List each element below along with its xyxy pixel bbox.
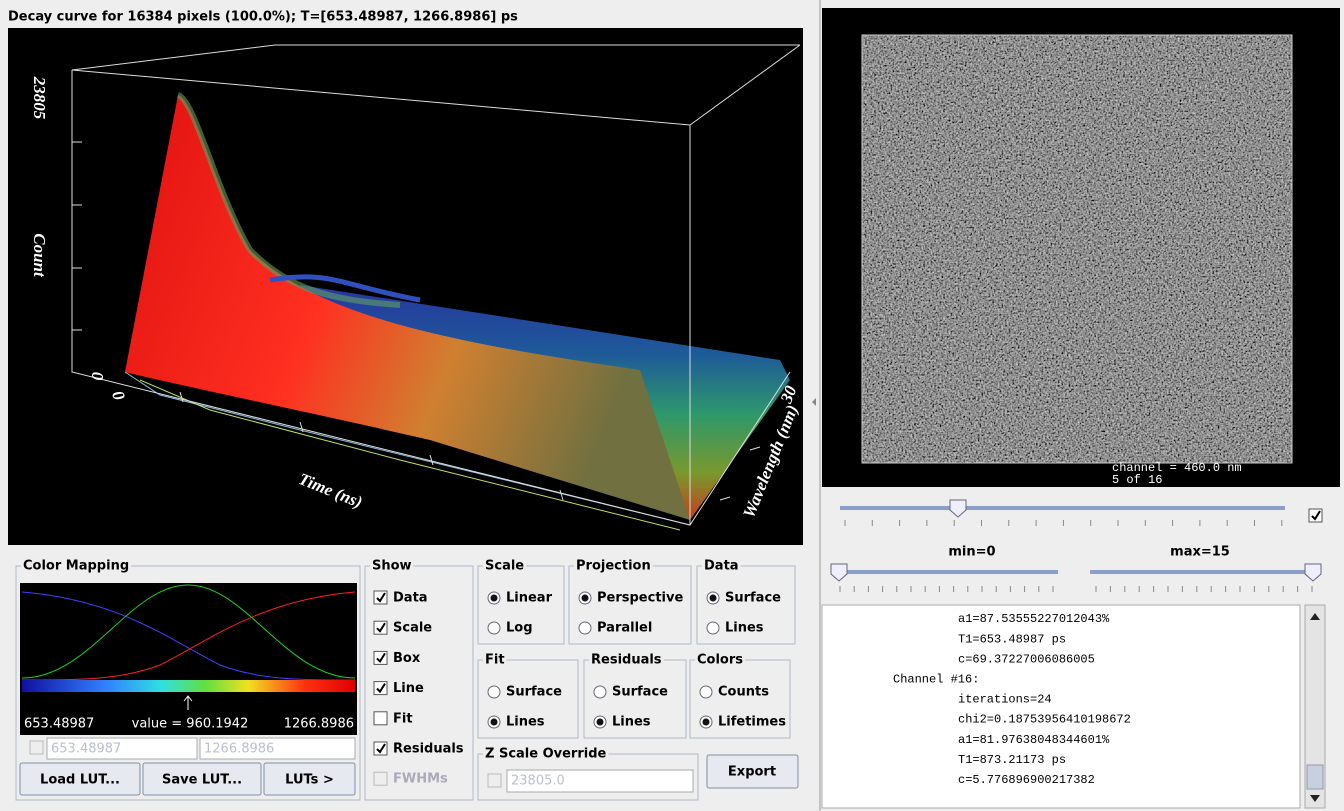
radio-dot <box>582 595 589 602</box>
group-title: Colors <box>697 653 743 668</box>
lut-color-bar <box>22 680 355 692</box>
show-option-label[interactable]: Box <box>393 651 421 666</box>
image-caption: 5 of 16 <box>1112 473 1162 487</box>
checkbox[interactable] <box>374 772 387 785</box>
show-option-label[interactable]: Data <box>393 591 428 606</box>
radio-label[interactable]: Surface <box>506 685 562 700</box>
max-label: max=15 <box>1170 545 1230 560</box>
radio-label[interactable]: Lines <box>612 715 651 730</box>
radio-dot <box>597 719 604 726</box>
log-line: a1=87.53555227012043% <box>958 612 1110 626</box>
show-option-label[interactable]: Fit <box>393 711 413 726</box>
radio-label[interactable]: Linear <box>506 591 553 606</box>
app-window: Decay curve for 16384 pixels (100.0%); T… <box>0 0 1344 811</box>
lut-min: 653.48987 <box>24 717 94 732</box>
log-line: Channel #16: <box>893 672 979 686</box>
z-scale-field-text: 23805.0 <box>511 774 565 789</box>
radio-label[interactable]: Counts <box>718 685 769 700</box>
lut-max: 1266.8986 <box>284 717 354 732</box>
lut-min-field-text: 653.48987 <box>51 742 121 757</box>
lut-value: value = 960.1942 <box>132 717 249 732</box>
lut-button-label[interactable]: Load LUT... <box>40 773 120 788</box>
radio-button[interactable] <box>488 686 500 698</box>
group-title: Scale <box>485 559 524 574</box>
group-title: Data <box>704 559 739 574</box>
radio-label[interactable]: Lines <box>506 715 545 730</box>
plot-title: Decay curve for 16384 pixels (100.0%); T… <box>8 10 518 25</box>
log-line: iterations=24 <box>958 693 1052 707</box>
radio-label[interactable]: Parallel <box>597 621 652 636</box>
min-label: min=0 <box>948 545 995 560</box>
radio-label[interactable]: Surface <box>725 591 781 606</box>
export-button-label[interactable]: Export <box>728 765 776 780</box>
radio-label[interactable]: Lifetimes <box>718 715 786 730</box>
log-line: c=5.776896900217382 <box>958 773 1095 787</box>
count-max-label: 23805 <box>30 76 49 120</box>
radio-dot <box>491 719 498 726</box>
group-title: Color Mapping <box>23 559 129 574</box>
group-title: Z Scale Override <box>485 747 607 762</box>
lut-canvas <box>20 583 357 735</box>
show-option-label[interactable]: Residuals <box>393 742 464 757</box>
log-line: chi2=0.18753956410198672 <box>958 713 1131 727</box>
lut-button-label[interactable]: Save LUT... <box>162 773 242 788</box>
group-title: Show <box>372 559 412 574</box>
checkbox[interactable] <box>488 774 501 787</box>
checkbox[interactable] <box>374 712 387 725</box>
group-title: Projection <box>576 559 651 574</box>
radio-button[interactable] <box>594 686 606 698</box>
radio-label[interactable]: Perspective <box>597 591 683 606</box>
radio-button[interactable] <box>707 622 719 634</box>
scroll-thumb[interactable] <box>1307 765 1323 789</box>
lut-button-label[interactable]: LUTs > <box>285 773 334 788</box>
group-title: Fit <box>485 653 505 668</box>
radio-button[interactable] <box>700 686 712 698</box>
show-option-label[interactable]: FWHMs <box>393 772 448 787</box>
radio-label[interactable]: Lines <box>725 621 764 636</box>
log-line: a1=81.97638048344601% <box>958 733 1110 747</box>
lut-max-field-text: 1266.8986 <box>204 742 274 757</box>
radio-dot <box>710 595 717 602</box>
lifetime-image <box>862 35 1292 463</box>
log-line: T1=653.48987 ps <box>958 632 1066 646</box>
count-min-label: 0 <box>88 372 107 381</box>
show-option-label[interactable]: Scale <box>393 621 432 636</box>
show-option-label[interactable]: Line <box>393 681 424 696</box>
radio-button[interactable] <box>488 622 500 634</box>
log-line: T1=873.21173 ps <box>958 753 1066 767</box>
radio-label[interactable]: Log <box>506 621 533 636</box>
radio-label[interactable]: Surface <box>612 685 668 700</box>
radio-dot <box>703 719 710 726</box>
checkbox[interactable] <box>30 741 43 754</box>
radio-button[interactable] <box>579 622 591 634</box>
count-axis-label: Count <box>30 233 49 278</box>
radio-dot <box>491 595 498 602</box>
log-line: c=69.37227006086005 <box>958 652 1095 666</box>
group-title: Residuals <box>591 653 662 668</box>
